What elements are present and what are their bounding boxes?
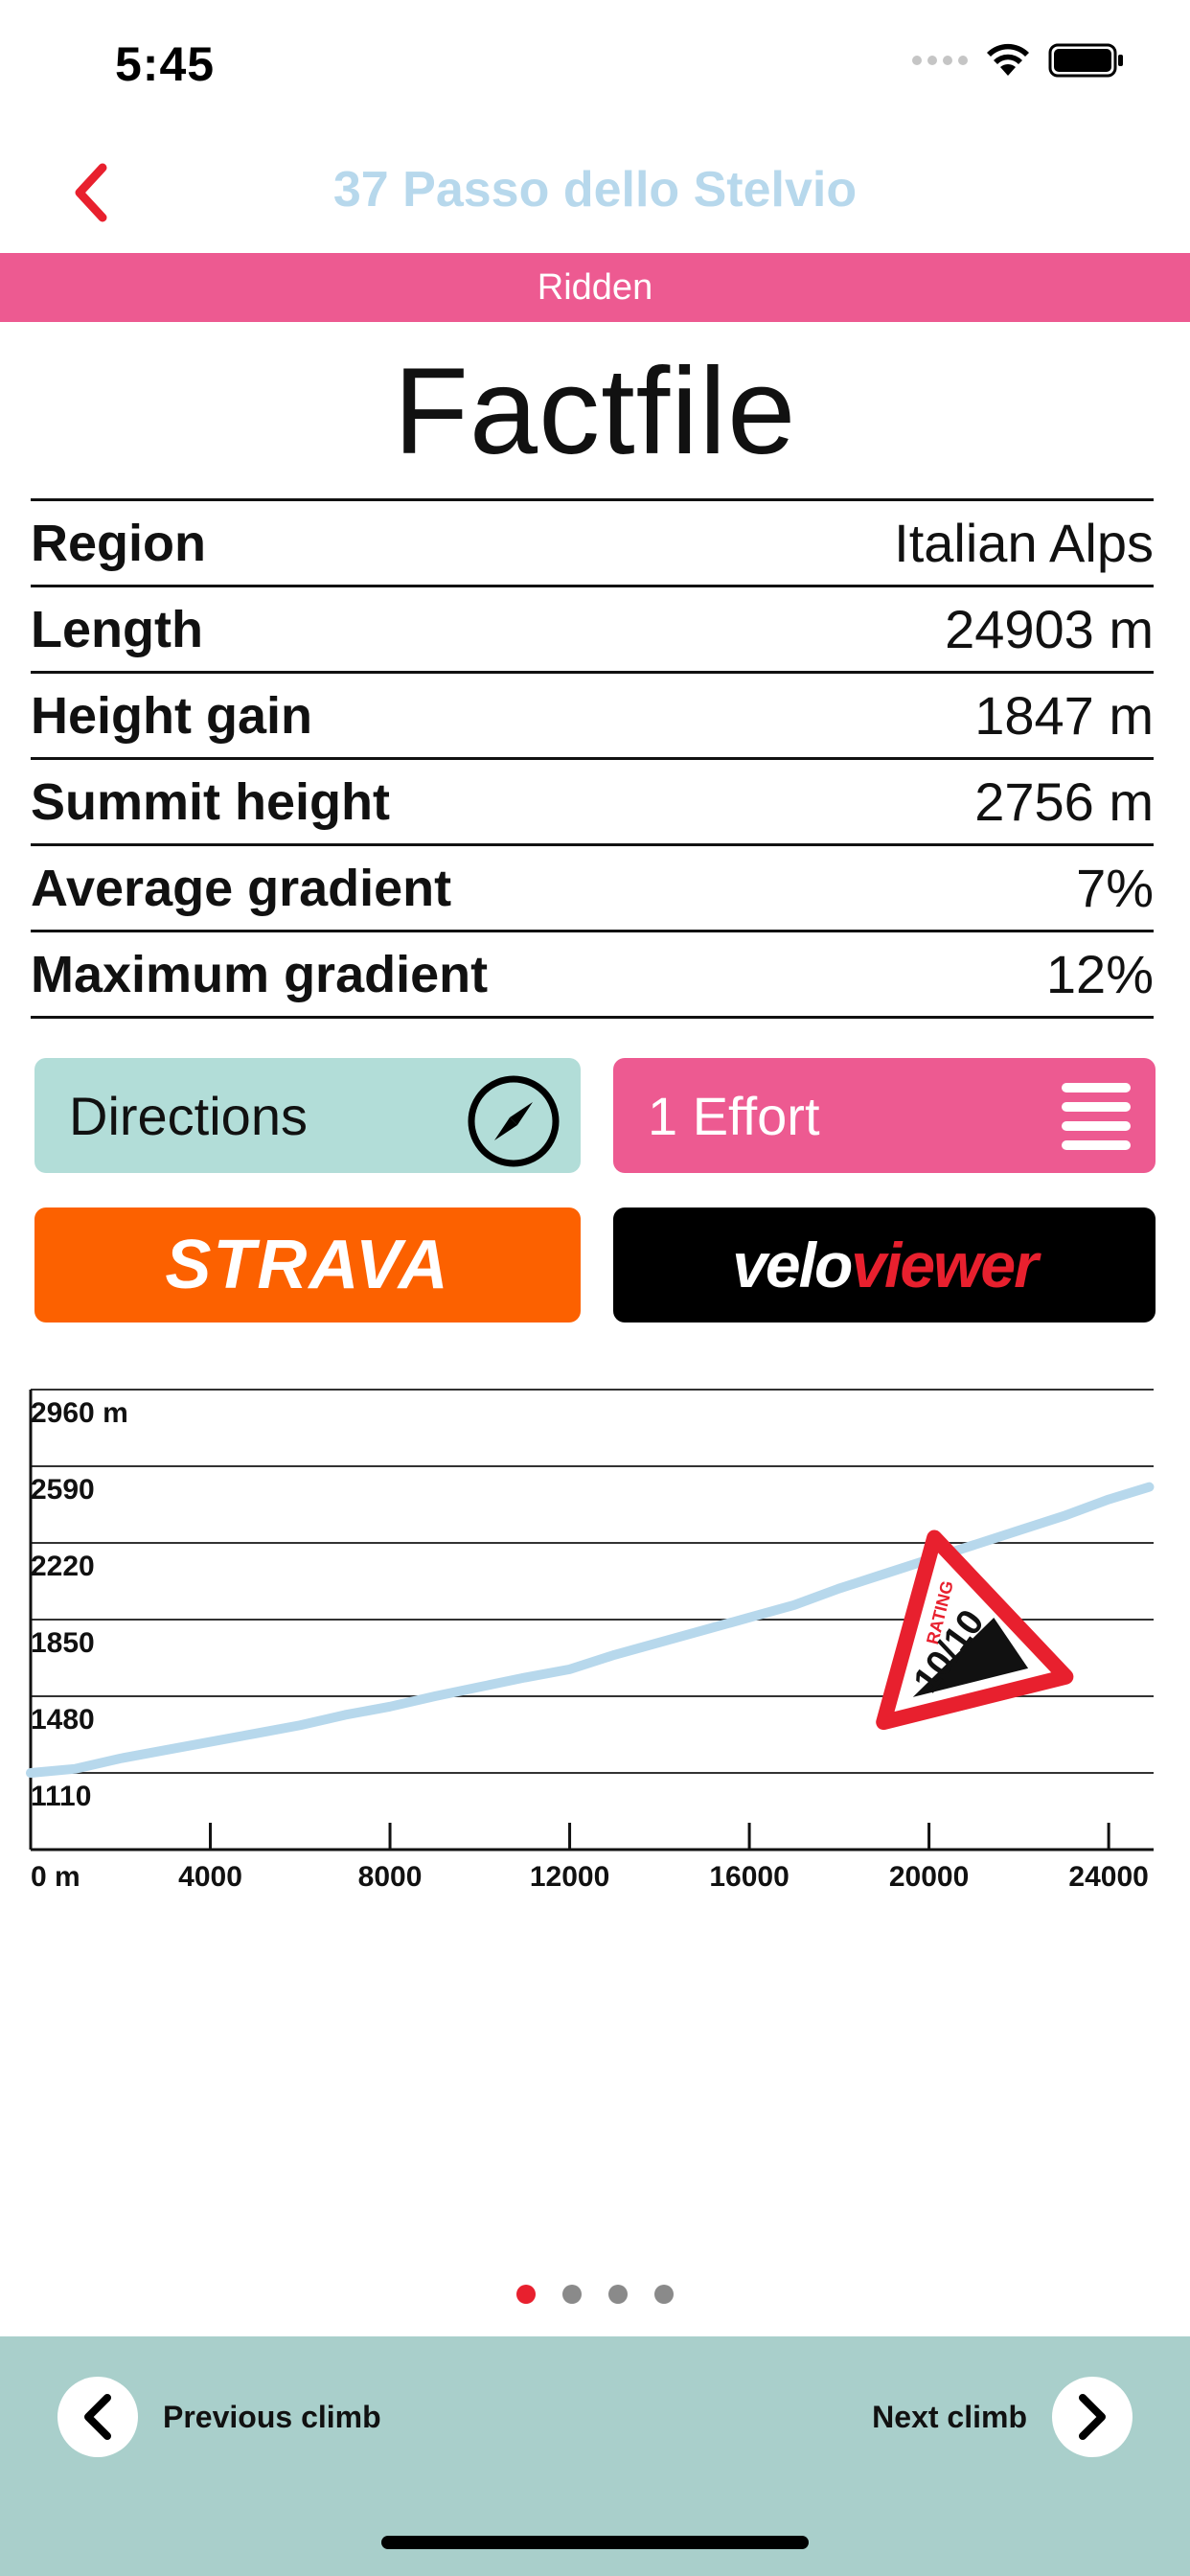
fact-row-region: Region Italian Alps (31, 501, 1154, 587)
fact-row-height-gain: Height gain 1847 m (31, 674, 1154, 760)
fact-row-summit-height: Summit height 2756 m (31, 760, 1154, 846)
fact-label: Height gain (31, 686, 312, 745)
directions-label: Directions (69, 1085, 308, 1146)
y-tick-label: 1110 (31, 1781, 91, 1812)
efforts-button[interactable]: 1 Effort (613, 1058, 1156, 1173)
ridden-status-banner: Ridden (0, 253, 1190, 322)
fact-row-average-gradient: Average gradient 7% (31, 846, 1154, 932)
y-tick-label: 2590 (31, 1474, 95, 1506)
y-tick-label: 1480 (31, 1704, 95, 1736)
y-tick-label: 1850 (31, 1627, 95, 1659)
veloviewer-logo: veloviewer (732, 1230, 1039, 1300)
navigation-bar: 37 Passo dello Stelvio (0, 134, 1190, 253)
elevation-profile-chart: 2960 m 2590 2220 1850 1480 1110 0 m 4000 8000 120… (0, 1370, 1190, 1907)
previous-climb-label: Previous climb (163, 2399, 381, 2434)
factfile-heading: Factfile (393, 343, 797, 480)
factfile-table: Region Italian Alps Length 24903 m Heigh… (31, 498, 1154, 1019)
directions-button[interactable]: Directions (34, 1058, 581, 1173)
status-icons (912, 42, 1125, 79)
fact-label: Average gradient (31, 859, 452, 917)
climb-navigation-footer: Previous climb Next climb (0, 2336, 1190, 2576)
chevron-left-icon (84, 2394, 111, 2440)
page-dot-2[interactable] (562, 2285, 582, 2304)
y-tick-label: 2960 m (31, 1397, 128, 1429)
x-tick-label: 20000 (889, 1861, 969, 1893)
home-indicator (381, 2536, 809, 2549)
elevation-profile-svg: 2960 m 2590 2220 1850 1480 1110 0 m 4000 8000 120… (26, 1389, 1155, 1893)
chevron-right-icon (1079, 2394, 1106, 2440)
fact-row-maximum-gradient: Maximum gradient 12% (31, 932, 1154, 1019)
fact-label: Summit height (31, 772, 390, 831)
x-tick-label: 0 m (31, 1861, 80, 1893)
list-icon (1062, 1083, 1131, 1150)
y-tick-label: 2220 (31, 1551, 95, 1582)
page-indicator (0, 2285, 1190, 2304)
page-title: 37 Passo dello Stelvio (332, 162, 858, 218)
fact-label: Maximum gradient (31, 945, 489, 1003)
efforts-label: 1 Effort (648, 1085, 820, 1146)
page-dot-4[interactable] (654, 2285, 674, 2304)
x-tick-label: 16000 (709, 1861, 789, 1893)
strava-button[interactable]: STRAVA (34, 1208, 581, 1322)
previous-climb-button[interactable]: Previous climb (57, 2377, 381, 2457)
previous-button-circle (57, 2377, 138, 2457)
x-tick-label: 8000 (358, 1861, 423, 1893)
chevron-left-icon (75, 163, 107, 222)
veloviewer-button[interactable]: veloviewer (613, 1208, 1156, 1322)
next-climb-label: Next climb (872, 2399, 1027, 2434)
battery-icon (1048, 43, 1123, 78)
fact-value: 12% (1045, 944, 1154, 1004)
next-climb-button[interactable]: Next climb (872, 2377, 1133, 2457)
page-dot-3[interactable] (608, 2285, 628, 2304)
back-button[interactable] (57, 159, 125, 226)
fact-value: 7% (1076, 858, 1154, 918)
status-bar: 5:45 (0, 0, 1190, 134)
status-time: 5:45 (115, 37, 216, 91)
next-button-circle (1052, 2377, 1133, 2457)
rating-triangle (876, 1530, 1074, 1731)
compass-icon (468, 1075, 560, 1167)
cellular-signal-icon (912, 56, 968, 65)
fact-label: Region (31, 514, 206, 572)
fact-row-length: Length 24903 m (31, 587, 1154, 674)
fact-value: 2756 m (974, 771, 1154, 832)
fact-value: Italian Alps (894, 513, 1154, 573)
fact-value: 24903 m (945, 599, 1154, 659)
strava-logo: STRAVA (165, 1227, 450, 1303)
fact-label: Length (31, 600, 203, 658)
elevation-profile-line (26, 1482, 1155, 1778)
x-tick-label: 24000 (1068, 1861, 1148, 1893)
rating-slope (912, 1618, 1029, 1697)
x-tick-label: 4000 (178, 1861, 242, 1893)
x-tick-label: 12000 (530, 1861, 609, 1893)
wifi-icon (987, 43, 1029, 76)
fact-value: 1847 m (974, 685, 1154, 746)
page-dot-1[interactable] (516, 2285, 536, 2304)
